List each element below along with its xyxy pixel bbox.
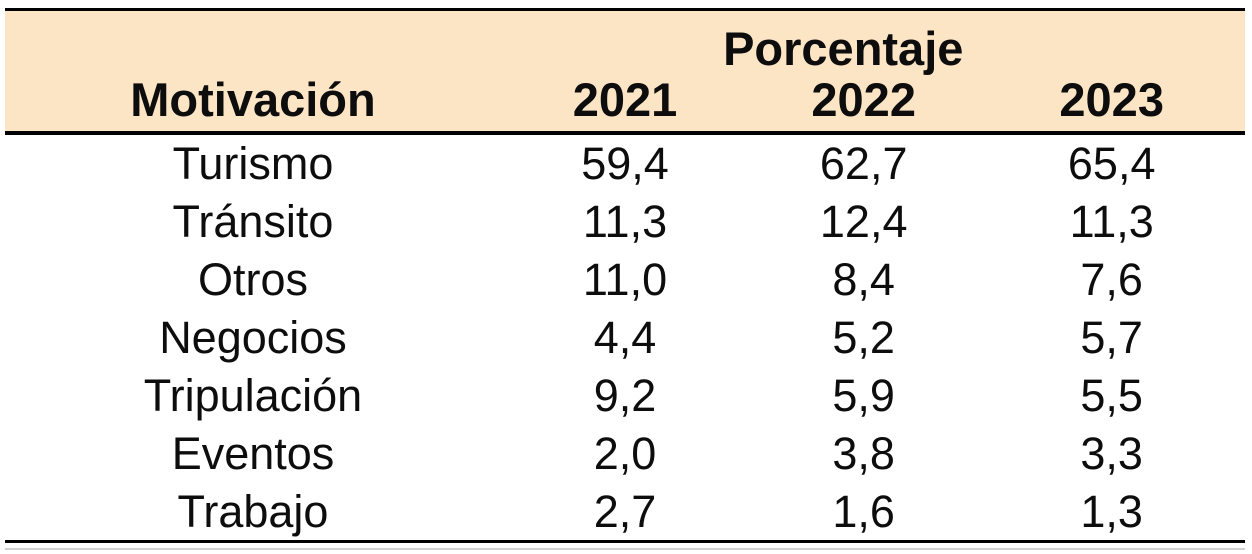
value-2023: 11,3 bbox=[1069, 196, 1154, 248]
value-2022: 8,4 bbox=[832, 254, 895, 306]
value-2021: 9,2 bbox=[593, 369, 657, 421]
column-header-2021: 2021 bbox=[572, 72, 678, 126]
column-header-2022: 2022 bbox=[811, 72, 916, 126]
column-header-motivacion: Motivación bbox=[130, 72, 376, 126]
value-2022: 62,7 bbox=[819, 138, 908, 190]
value-2021: 2,7 bbox=[593, 485, 657, 537]
column-header-row: Motivación 2021 2022 2023 bbox=[5, 75, 1245, 131]
group-header-row: Porcentaje bbox=[5, 11, 1245, 75]
value-2022: 3,8 bbox=[832, 427, 895, 479]
value-2022: 5,2 bbox=[832, 312, 895, 363]
value-2023: 5,5 bbox=[1080, 369, 1143, 421]
row-label: Otros bbox=[197, 254, 309, 306]
value-2023: 65,4 bbox=[1067, 138, 1156, 190]
value-2021: 11,3 bbox=[582, 196, 668, 248]
value-2023: 3,3 bbox=[1080, 427, 1143, 479]
row-label: Eventos bbox=[171, 427, 335, 479]
group-header-porcentaje: Porcentaje bbox=[723, 21, 964, 75]
table-row: Trabajo 2,7 1,6 1,3 bbox=[5, 482, 1245, 540]
value-2021: 2,0 bbox=[593, 427, 657, 479]
row-label: Turismo bbox=[172, 138, 334, 190]
row-label: Tránsito bbox=[172, 196, 334, 248]
table-row: Tránsito 11,3 12,4 11,3 bbox=[5, 193, 1245, 251]
table-header: Porcentaje Motivación 2021 2022 2023 bbox=[5, 8, 1245, 135]
value-2022: 5,9 bbox=[832, 369, 895, 421]
value-2023: 5,7 bbox=[1080, 312, 1143, 363]
value-2022: 12,4 bbox=[819, 196, 908, 248]
row-label: Trabajo bbox=[177, 485, 329, 537]
table-row: Eventos 2,0 3,8 3,3 bbox=[5, 424, 1245, 482]
table-row: Negocios 4,4 5,2 5,7 bbox=[5, 309, 1245, 367]
value-2022: 1,6 bbox=[832, 485, 895, 537]
table-row: Tripulación 9,2 5,9 5,5 bbox=[5, 366, 1245, 424]
value-2023: 7,6 bbox=[1080, 254, 1143, 306]
table-body: Turismo 59,4 62,7 65,4 Tránsito 11,3 12,… bbox=[5, 135, 1245, 543]
column-header-2023: 2023 bbox=[1059, 72, 1164, 126]
row-label: Tripulación bbox=[143, 369, 363, 421]
table-row: Turismo 59,4 62,7 65,4 bbox=[5, 135, 1245, 193]
value-2021: 11,0 bbox=[582, 254, 668, 306]
motivation-percentage-table: Porcentaje Motivación 2021 2022 2023 Tur… bbox=[5, 8, 1245, 550]
table-row: Otros 11,0 8,4 7,6 bbox=[5, 251, 1245, 309]
value-2023: 1,3 bbox=[1080, 485, 1143, 537]
bottom-faint-rule bbox=[5, 548, 1245, 550]
value-2021: 4,4 bbox=[593, 312, 657, 363]
value-2021: 59,4 bbox=[581, 138, 669, 190]
row-label: Negocios bbox=[159, 312, 347, 363]
